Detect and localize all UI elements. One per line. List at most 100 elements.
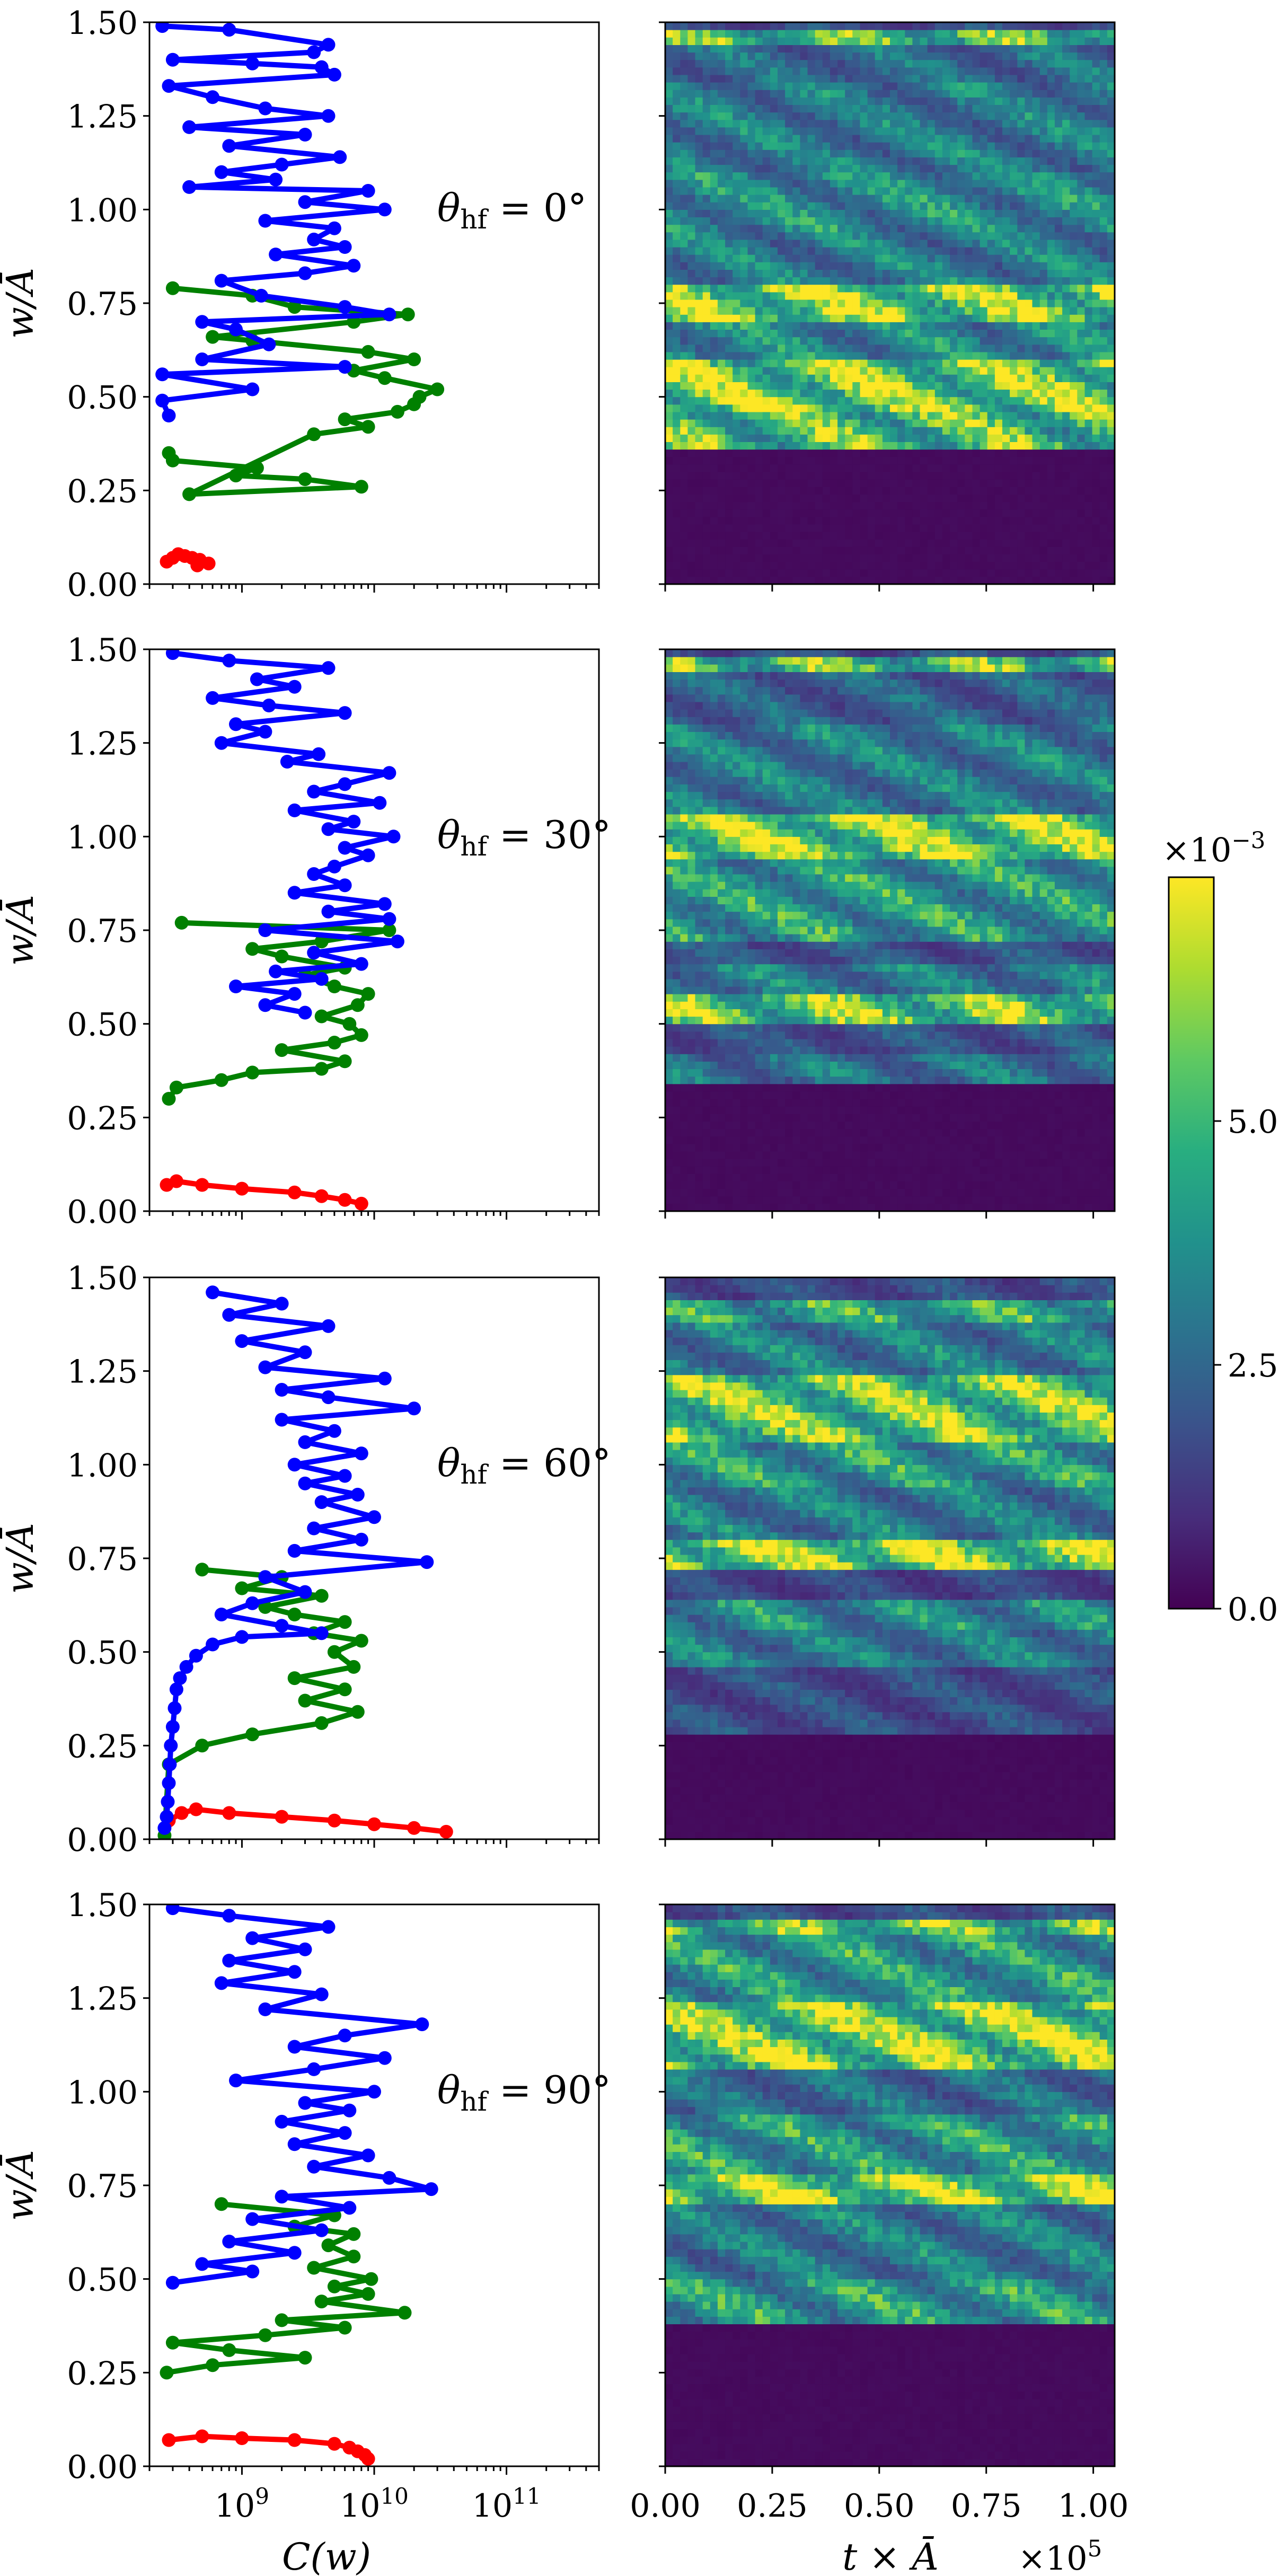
heatmap-cell <box>934 269 943 278</box>
heatmap-cell <box>747 404 756 412</box>
heatmap-cell <box>890 292 898 300</box>
heatmap-cell <box>815 1181 823 1189</box>
heatmap-cell <box>845 479 853 487</box>
heatmap-cell <box>747 494 756 502</box>
heatmap-cell <box>1092 239 1100 248</box>
heatmap-cell <box>860 104 868 113</box>
heatmap-cell <box>994 344 1003 352</box>
heatmap-cell <box>822 532 831 540</box>
heatmap-cell <box>1070 90 1078 98</box>
heatmap-cell <box>882 247 890 255</box>
heatmap-cell <box>837 576 845 585</box>
heatmap-cell <box>882 195 890 202</box>
heatmap-cell <box>770 262 778 270</box>
heatmap-cell <box>740 239 748 248</box>
heatmap-cell <box>860 187 868 195</box>
heatmap-cell <box>927 247 936 255</box>
data-point-blue <box>287 987 302 1001</box>
data-point-green <box>327 980 341 993</box>
heatmap-cell <box>920 359 928 367</box>
heatmap-cell <box>695 561 703 570</box>
heatmap-cell <box>837 67 845 75</box>
heatmap-cell <box>1070 202 1078 210</box>
heatmap-cell <box>927 1181 936 1189</box>
heatmap-cell <box>934 239 943 248</box>
heatmap-cell <box>687 329 696 338</box>
heatmap-cell <box>1025 382 1033 390</box>
heatmap-cell <box>822 292 831 300</box>
heatmap-cell <box>770 382 778 390</box>
heatmap-cell <box>778 209 786 217</box>
heatmap-cell <box>785 67 793 75</box>
heatmap-cell <box>1010 307 1018 315</box>
heatmap-cell <box>994 359 1003 367</box>
heatmap-cell <box>807 479 816 487</box>
heatmap-cell <box>934 456 943 465</box>
heatmap-cell <box>785 299 793 307</box>
heatmap-cell <box>815 135 823 143</box>
heatmap-cell <box>897 389 905 398</box>
heatmap-cell <box>890 277 898 285</box>
heatmap-cell <box>957 479 965 487</box>
heatmap-cell <box>987 434 995 442</box>
heatmap-cell <box>927 509 936 517</box>
heatmap-cell <box>710 374 718 382</box>
heatmap-cell <box>837 209 845 217</box>
heatmap-cell <box>972 239 981 248</box>
heatmap-cell <box>882 404 890 412</box>
heatmap-cell <box>905 554 913 562</box>
heatmap-cell <box>852 367 860 375</box>
heatmap-cell <box>1084 232 1093 240</box>
y-tick-label: 1.50 <box>67 632 138 669</box>
heatmap-cell <box>747 254 756 262</box>
heatmap-cell <box>897 337 905 345</box>
heatmap-cell <box>1047 247 1055 255</box>
heatmap-cell <box>1107 262 1115 270</box>
data-point-blue <box>206 691 220 705</box>
heatmap-cell <box>875 187 883 195</box>
heatmap-cell <box>1092 292 1100 300</box>
heatmap-cell <box>792 442 800 450</box>
heatmap-cell <box>673 329 681 338</box>
heatmap-cell <box>860 314 868 322</box>
heatmap-cell <box>1054 157 1063 165</box>
heatmap-cell <box>1084 104 1093 113</box>
heatmap-cell <box>867 284 876 293</box>
heatmap-cell <box>725 232 733 240</box>
heatmap-cell <box>740 135 748 143</box>
heatmap-cell <box>1092 179 1100 188</box>
heatmap-cell <box>687 576 696 585</box>
heatmap-cell <box>912 30 921 38</box>
heatmap-cell <box>1047 539 1055 547</box>
heatmap-cell <box>1107 59 1115 68</box>
heatmap-cell <box>927 277 936 285</box>
heatmap-cell <box>927 97 936 105</box>
heatmap-cell <box>695 359 703 367</box>
heatmap-cell <box>1047 209 1055 217</box>
heatmap-cell <box>1002 554 1010 562</box>
heatmap-cell <box>875 532 883 540</box>
heatmap-cell <box>725 142 733 150</box>
heatmap-cell <box>972 561 981 570</box>
heatmap-cell <box>1054 351 1063 360</box>
heatmap-cell <box>815 52 823 60</box>
heatmap-cell <box>725 314 733 322</box>
heatmap-cell <box>717 501 726 510</box>
heatmap-cell <box>987 187 995 195</box>
heatmap-cell <box>950 74 958 83</box>
heatmap-cell <box>762 59 771 68</box>
heatmap-cell <box>815 487 823 495</box>
heatmap-cell <box>965 269 973 278</box>
heatmap-cell <box>987 337 995 345</box>
heatmap-cell <box>1062 554 1070 562</box>
heatmap-cell <box>890 307 898 315</box>
heatmap-cell <box>695 299 703 307</box>
heatmap-cell <box>897 351 905 360</box>
heatmap-cell <box>792 569 800 577</box>
heatmap-cell <box>905 404 913 412</box>
heatmap-cell <box>695 472 703 480</box>
heatmap-cell <box>920 434 928 442</box>
heatmap-cell <box>747 516 756 525</box>
heatmap-cell <box>852 449 860 457</box>
heatmap-cell <box>785 449 793 457</box>
